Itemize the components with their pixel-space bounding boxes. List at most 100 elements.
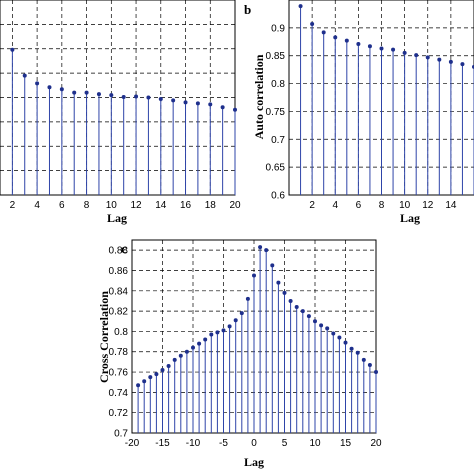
xticks-b: 2 4 6 8 10 12 14 bbox=[309, 200, 457, 211]
stem-marker-b bbox=[344, 38, 349, 43]
x-tick-label-a: 6 bbox=[59, 200, 65, 211]
stem-marker-c bbox=[288, 298, 293, 303]
panel-b: b 2 4 6 8 10 12 14 0.6 0.65 0.7 0.75 0.8 0.85 0.9 Au… bbox=[244, 0, 474, 225]
stems-b bbox=[298, 4, 474, 195]
stem-marker-a bbox=[220, 105, 225, 110]
y-tick-label-c: 0.72 bbox=[109, 408, 129, 419]
x-tick-label-b: 6 bbox=[356, 200, 362, 211]
xlabel-c: Lag bbox=[244, 455, 264, 469]
x-tick-label-a: 16 bbox=[180, 200, 192, 211]
stem-marker-c bbox=[294, 305, 299, 310]
stem-marker-a bbox=[59, 87, 64, 92]
panel-letter-c: c bbox=[121, 241, 127, 256]
stem-marker-c bbox=[258, 245, 263, 250]
stem-marker-c bbox=[300, 309, 305, 314]
stem-marker-b bbox=[414, 53, 419, 58]
x-tick-label-a: 2 bbox=[10, 200, 16, 211]
stem-marker-c bbox=[245, 296, 250, 301]
x-tick-label-b: 12 bbox=[422, 200, 434, 211]
stems-a bbox=[10, 47, 237, 195]
xticks-a: 2 4 6 8 10 12 14 16 18 20 bbox=[10, 200, 241, 211]
x-tick-label-c: -10 bbox=[186, 438, 201, 449]
stem-marker-a bbox=[158, 96, 163, 101]
stem-marker-a bbox=[35, 81, 40, 86]
y-tick-label-b: 0.7 bbox=[271, 135, 285, 146]
x-tick-label-c: 10 bbox=[309, 438, 321, 449]
stem-marker-c bbox=[178, 353, 183, 358]
ylabel-c: Cross Correlation bbox=[97, 291, 111, 383]
stem-marker-c bbox=[325, 326, 330, 331]
x-tick-label-b: 8 bbox=[379, 200, 385, 211]
x-tick-label-c: -15 bbox=[155, 438, 170, 449]
stem-marker-a bbox=[109, 93, 114, 98]
stem-marker-c bbox=[239, 311, 244, 316]
stem-marker-b bbox=[437, 57, 442, 62]
stem-marker-a bbox=[22, 73, 27, 78]
stem-marker-c bbox=[227, 324, 232, 329]
stem-marker-c bbox=[233, 318, 238, 323]
y-tick-label-b: 0.9 bbox=[271, 23, 285, 34]
stem-marker-b bbox=[321, 30, 326, 35]
stem-marker-c bbox=[148, 375, 153, 380]
stem-marker-a bbox=[84, 90, 89, 95]
stem-marker-c bbox=[331, 331, 336, 336]
stem-marker-c bbox=[184, 349, 189, 354]
stem-marker-c bbox=[209, 332, 214, 337]
y-tick-label-b: 0.75 bbox=[266, 107, 286, 118]
stem-marker-a bbox=[146, 95, 151, 100]
y-tick-label-b: 0.65 bbox=[266, 163, 286, 174]
plot-area-a bbox=[0, 0, 236, 196]
stem-marker-a bbox=[10, 47, 15, 52]
x-tick-label-b: 4 bbox=[332, 200, 338, 211]
y-tick-label-b: 0.6 bbox=[271, 191, 285, 202]
stem-marker-c bbox=[337, 335, 342, 340]
stem-marker-c bbox=[172, 357, 177, 362]
stem-marker-b bbox=[425, 55, 430, 60]
stem-marker-c bbox=[282, 290, 287, 295]
stem-marker-b bbox=[333, 35, 338, 40]
x-tick-label-b: 14 bbox=[445, 200, 457, 211]
stem-marker-c bbox=[142, 379, 147, 384]
stem-marker-c bbox=[221, 328, 226, 333]
stem-marker-a bbox=[183, 100, 188, 105]
stem-marker-a bbox=[171, 98, 176, 103]
stem-marker-b bbox=[460, 62, 465, 67]
stem-marker-c bbox=[215, 330, 220, 335]
x-tick-label-c: 20 bbox=[370, 438, 382, 449]
stem-marker-a bbox=[195, 101, 200, 106]
stem-marker-b bbox=[391, 47, 396, 52]
y-tick-label-b: 0.8 bbox=[271, 79, 285, 90]
stems-c bbox=[136, 245, 378, 433]
y-tick-label-c: 0.88 bbox=[109, 246, 129, 257]
stem-marker-c bbox=[343, 340, 348, 345]
stem-marker-a bbox=[47, 85, 52, 90]
stem-marker-c bbox=[191, 345, 195, 350]
ylabel-b: Auto correlation bbox=[252, 54, 266, 139]
stem-marker-a bbox=[134, 94, 139, 99]
stem-marker-b bbox=[298, 4, 303, 9]
stem-marker-a bbox=[121, 95, 126, 100]
x-tick-label-c: 15 bbox=[340, 438, 352, 449]
stem-marker-c bbox=[264, 248, 269, 253]
stem-marker-c bbox=[154, 372, 159, 377]
xlabel-b: Lag bbox=[400, 211, 420, 225]
y-tick-label-b: 0.85 bbox=[266, 51, 286, 62]
y-tick-label-c: 0.82 bbox=[109, 307, 129, 318]
stem-marker-a bbox=[233, 107, 237, 112]
stem-marker-c bbox=[197, 341, 202, 346]
stem-marker-c bbox=[252, 273, 256, 278]
y-tick-label-c: 0.7 bbox=[114, 429, 128, 440]
xlabel-a: Lag bbox=[107, 211, 127, 225]
x-tick-label-a: 10 bbox=[106, 200, 118, 211]
xticks-c: -20 -15 -10 -5 0 5 10 15 20 bbox=[125, 438, 382, 449]
x-tick-label-a: 8 bbox=[84, 200, 90, 211]
x-tick-label-b: 2 bbox=[309, 200, 315, 211]
stem-marker-c bbox=[306, 314, 311, 319]
stem-marker-b bbox=[356, 42, 361, 47]
x-tick-label-a: 4 bbox=[34, 200, 40, 211]
x-tick-label-c: 0 bbox=[251, 438, 257, 449]
stem-marker-c bbox=[136, 383, 141, 388]
stem-marker-c bbox=[319, 323, 324, 328]
stem-marker-b bbox=[448, 59, 453, 64]
